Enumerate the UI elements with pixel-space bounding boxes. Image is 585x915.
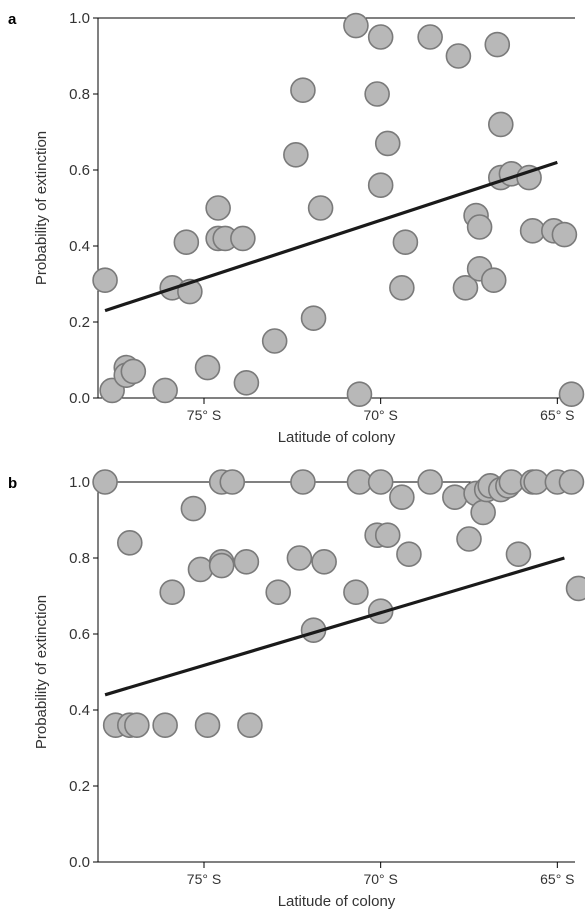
data-point [152, 712, 178, 739]
panel-label-b: b [8, 475, 17, 492]
data-point [237, 712, 263, 739]
data-point [516, 164, 542, 191]
y-tick-label: 0.0 [69, 854, 90, 871]
y-tick-label: 0.8 [69, 550, 90, 567]
data-point [307, 195, 334, 221]
data-point [300, 305, 327, 332]
data-point [558, 469, 585, 495]
y-tick-label: 0.2 [69, 778, 90, 795]
data-point [445, 43, 472, 69]
data-point [396, 541, 422, 568]
data-point [92, 469, 118, 495]
data-point [505, 541, 532, 568]
data-point [180, 495, 207, 522]
chart-panel-b: 0.0 0.2 0.4 0.6 0.8 1.0 75° S 70° S 65° S Latitud… [33, 469, 585, 910]
data-point [367, 172, 394, 198]
trend-line [104, 160, 558, 313]
data-point [487, 111, 514, 138]
data-point [389, 484, 415, 511]
data-point [417, 469, 443, 495]
data-point [233, 548, 260, 575]
y-tick-label: 1.0 [69, 474, 90, 491]
data-point [187, 556, 214, 583]
chart-panel-a: 0.0 0.2 0.4 0.6 0.8 1.0 75° S 70° S 65° S Latitud… [33, 10, 585, 446]
data-point [367, 24, 394, 50]
data-point [117, 529, 143, 556]
data-point [343, 579, 369, 606]
data-point [208, 552, 235, 579]
data-point [346, 381, 373, 408]
data-point [230, 225, 256, 252]
x-tick-label: 65° S [540, 871, 574, 887]
x-tick-label: 65° S [540, 407, 574, 423]
y-tick-label: 0.2 [69, 314, 90, 331]
data-point [551, 221, 578, 248]
data-point [452, 274, 479, 301]
data-point [283, 142, 309, 168]
y-tick-label: 0.6 [69, 162, 90, 179]
data-point [456, 526, 482, 552]
data-point [194, 354, 221, 381]
trend-line [104, 556, 565, 697]
data-point [205, 195, 231, 221]
data-point [466, 214, 493, 240]
data-point [417, 24, 443, 50]
data-point [565, 575, 585, 602]
data-point [286, 545, 313, 571]
data-point [392, 229, 419, 255]
data-point [173, 229, 200, 255]
data-point [558, 381, 585, 408]
x-tick-label: 70° S [363, 871, 397, 887]
data-point [484, 31, 511, 58]
y-tick-label: 0.4 [69, 702, 90, 719]
y-tick-label: 0.6 [69, 626, 90, 643]
y-tick-label: 0.4 [69, 238, 90, 255]
data-point [311, 548, 337, 575]
data-point [159, 579, 185, 606]
y-axis-title: Probability of extinction [33, 131, 50, 285]
data-point [480, 267, 507, 294]
x-tick-label: 70° S [363, 407, 397, 423]
data-point [290, 77, 316, 103]
data-point [470, 499, 496, 526]
x-tick-label: 75° S [187, 871, 221, 887]
data-point [389, 274, 415, 301]
data-point [265, 579, 292, 606]
data-point [92, 267, 118, 294]
y-tick-label: 0.8 [69, 86, 90, 103]
y-tick-label: 1.0 [69, 10, 90, 27]
data-point [343, 12, 369, 39]
data-point [233, 369, 260, 396]
data-point [364, 81, 390, 107]
data-point [261, 328, 288, 354]
x-axis-title: Latitude of colony [278, 893, 396, 910]
y-tick-label: 0.0 [69, 390, 90, 407]
x-tick-label: 75° S [187, 407, 221, 423]
data-point [120, 358, 147, 385]
x-axis-title: Latitude of colony [278, 429, 396, 446]
data-point [124, 712, 150, 739]
data-point [374, 522, 401, 549]
data-point [219, 469, 246, 495]
data-point [194, 712, 221, 739]
data-point [290, 469, 316, 495]
data-point [374, 130, 401, 157]
data-point [442, 484, 468, 511]
data-point [367, 469, 394, 495]
y-axis-title: Probability of extinction [33, 595, 50, 749]
data-point [152, 377, 178, 404]
panel-label-a: a [8, 11, 17, 28]
